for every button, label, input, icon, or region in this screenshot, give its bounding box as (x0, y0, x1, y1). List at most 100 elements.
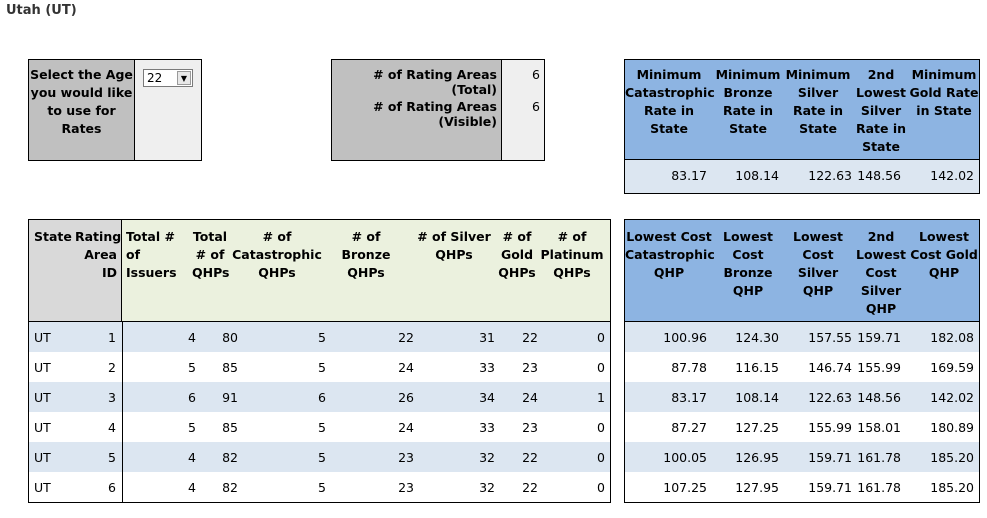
table-row: UT 1 4 80 5 22 31 22 0 (29, 322, 610, 352)
cell-silver: 34 (479, 390, 495, 405)
second-lowest-silver-qhp-header: 2nd Lowest Cost Silver QHP (856, 229, 906, 316)
state-area-header: State Rating Area ID (29, 220, 122, 322)
table-row: 83.17 108.14 122.63 148.56 142.02 (625, 382, 979, 412)
cell-platinum: 0 (597, 330, 605, 345)
cell-platinum: 0 (597, 450, 605, 465)
table-row: UT 5 4 82 5 23 32 22 0 (29, 442, 610, 472)
age-selector-panel: Select the Age you would like to use for… (28, 59, 202, 161)
cell-total: 91 (222, 390, 238, 405)
table-row: 87.78 116.15 146.74 155.99 169.59 (625, 352, 979, 382)
cell-total: 85 (222, 420, 238, 435)
cell-second_silver: 155.99 (857, 360, 901, 375)
cell-total: 85 (222, 360, 238, 375)
rating-areas-visible-label: # of Rating Areas (Visible) (373, 99, 497, 129)
cell-low_cat: 100.05 (663, 450, 707, 465)
min-silver-value: 122.63 (808, 168, 852, 183)
total-issuers-header: Total # of Issuers (126, 229, 177, 280)
cell-low_gold: 182.08 (930, 330, 974, 345)
age-dropdown[interactable]: 22 ▼ (143, 69, 193, 87)
silver-qhps-header: # of Silver QHPs (417, 229, 491, 262)
cell-low_gold: 185.20 (930, 480, 974, 495)
lowest-cost-table: Lowest Cost Catastrophic QHP Lowest Cost Bro… (624, 219, 980, 503)
lowest-cost-header: Lowest Cost Catastrophic QHP Lowest Cost Bro… (625, 220, 979, 322)
cell-gold: 22 (522, 450, 538, 465)
second-lowest-silver-value: 148.56 (857, 168, 901, 183)
cell-low_silver: 159.71 (808, 480, 852, 495)
chevron-down-icon[interactable]: ▼ (177, 71, 191, 85)
catastrophic-qhps-header: # of Catastrophic QHPs (232, 229, 322, 280)
cell-second_silver: 161.78 (857, 450, 901, 465)
cell-total: 82 (222, 480, 238, 495)
cell-low_bronze: 127.95 (735, 480, 779, 495)
cell-state: UT (34, 330, 51, 345)
cell-issuers: 5 (188, 360, 196, 375)
cell-second_silver: 158.01 (857, 420, 901, 435)
cell-state: UT (34, 390, 51, 405)
cell-low_bronze: 127.25 (735, 420, 779, 435)
cell-gold: 23 (522, 360, 538, 375)
cell-low_silver: 146.74 (808, 360, 852, 375)
cell-bronze: 24 (398, 420, 414, 435)
cell-issuers: 6 (188, 390, 196, 405)
cell-issuers: 5 (188, 420, 196, 435)
cell-state: UT (34, 360, 51, 375)
cell-low_silver: 157.55 (808, 330, 852, 345)
platinum-qhps-header: # of Platinum QHPs (540, 229, 604, 280)
cell-bronze: 24 (398, 360, 414, 375)
cell-cat: 5 (318, 420, 326, 435)
cell-low_cat: 107.25 (663, 480, 707, 495)
rating-areas-total-value: 6 (532, 67, 540, 82)
cell-platinum: 0 (597, 420, 605, 435)
cell-low_cat: 100.96 (663, 330, 707, 345)
table-row: UT 6 4 82 5 23 32 22 0 (29, 472, 610, 502)
cell-low_bronze: 124.30 (735, 330, 779, 345)
table-row: 100.05 126.95 159.71 161.78 185.20 (625, 442, 979, 472)
cell-cat: 5 (318, 330, 326, 345)
cell-area: 1 (108, 330, 116, 345)
min-bronze-header: Minimum Bronze Rate in State (715, 67, 781, 136)
cell-silver: 33 (479, 420, 495, 435)
rating-area-header: Rating Area ID (75, 229, 122, 280)
table-row: UT 4 5 85 5 24 33 23 0 (29, 412, 610, 442)
column-divider (122, 322, 123, 502)
cell-silver: 33 (479, 360, 495, 375)
total-qhps-header: Total # of QHPs (192, 229, 230, 280)
minimum-rates-values: 83.17 108.14 122.63 148.56 142.02 (625, 160, 979, 193)
age-label-line: to use for (47, 103, 116, 118)
cell-low_gold: 185.20 (930, 450, 974, 465)
lowest-cost-rows: 100.96 124.30 157.55 159.71 182.08 87.78 116.1… (625, 322, 979, 502)
lowest-catastrophic-header: Lowest Cost Catastrophic QHP (625, 229, 715, 280)
cell-platinum: 0 (597, 360, 605, 375)
cell-low_silver: 159.71 (808, 450, 852, 465)
age-label-line: Select the Age (30, 67, 133, 82)
cell-area: 5 (108, 450, 116, 465)
min-bronze-value: 108.14 (735, 168, 779, 183)
cell-platinum: 1 (597, 390, 605, 405)
cell-cat: 5 (318, 450, 326, 465)
cell-second_silver: 159.71 (857, 330, 901, 345)
cell-bronze: 26 (398, 390, 414, 405)
age-dropdown-value: 22 (147, 71, 163, 85)
table-row: 107.25 127.95 159.71 161.78 185.20 (625, 472, 979, 502)
cell-bronze: 23 (398, 480, 414, 495)
lowest-gold-header: Lowest Cost Gold QHP (910, 229, 978, 280)
cell-low_silver: 122.63 (808, 390, 852, 405)
cell-issuers: 4 (188, 450, 196, 465)
qhp-counts-table: State Rating Area ID Total # of Issuers Tota… (28, 219, 611, 503)
rating-areas-total-label: # of Rating Areas (Total) (373, 67, 497, 97)
cell-gold: 23 (522, 420, 538, 435)
cell-total: 82 (222, 450, 238, 465)
age-selector-label: Select the Age you would like to use for… (29, 60, 135, 160)
minimum-rates-panel: Minimum Catastrophic Rate in State Minimum B… (624, 59, 980, 194)
cell-state: UT (34, 420, 51, 435)
rating-areas-visible-value: 6 (532, 99, 540, 114)
table-row: UT 2 5 85 5 24 33 23 0 (29, 352, 610, 382)
cell-area: 6 (108, 480, 116, 495)
cell-second_silver: 161.78 (857, 480, 901, 495)
lowest-silver-header: Lowest Cost Silver QHP (793, 229, 843, 298)
table-row: 87.27 127.25 155.99 158.01 180.89 (625, 412, 979, 442)
gold-qhps-header: # of Gold QHPs (498, 229, 536, 280)
cell-gold: 22 (522, 480, 538, 495)
min-silver-header: Minimum Silver Rate in State (785, 67, 851, 136)
cell-issuers: 4 (188, 330, 196, 345)
